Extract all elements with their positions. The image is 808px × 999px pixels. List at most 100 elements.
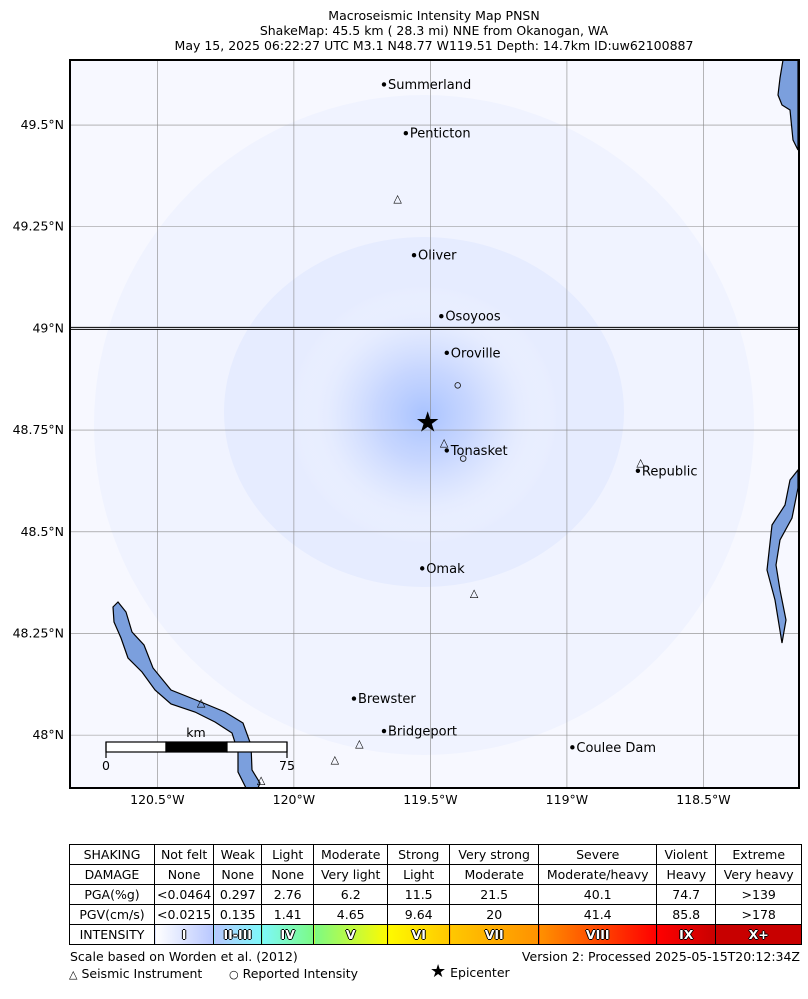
scale-bar-segment	[226, 741, 288, 753]
intensity-color-cell: VI	[387, 924, 451, 945]
intensity-color-cell: V	[313, 924, 389, 945]
legend-seismic-instrument: △ Seismic Instrument	[69, 966, 202, 981]
legend-row-header: PGV(cm/s)	[69, 904, 155, 925]
legend-cell: Very heavy	[715, 864, 803, 885]
map-subtitle-event: May 15, 2025 06:22:27 UTC M3.1 N48.77 W1…	[174, 38, 694, 53]
city-label: Republic	[642, 464, 698, 479]
scale-bar-segment	[105, 741, 167, 753]
circle-icon: ○	[229, 968, 239, 981]
intensity-color-cell: X+	[715, 924, 803, 945]
legend-row-header: DAMAGE	[69, 864, 155, 885]
map-title: Macroseismic Intensity Map PNSN	[328, 8, 540, 23]
map-subtitle-location: ShakeMap: 45.5 km ( 28.3 mi) NNE from Ok…	[259, 23, 609, 38]
legend-reported-intensity: ○ Reported Intensity	[229, 966, 358, 981]
legend-row-header: SHAKING	[69, 844, 155, 865]
latitude-tick-label: 48.75°N	[13, 422, 64, 437]
legend-cell: Violent	[656, 844, 717, 865]
longitude-tick-label: 119°W	[546, 792, 588, 807]
legend-cell: 74.7	[656, 884, 717, 905]
latitude-tick-label: 48°N	[32, 727, 64, 742]
legend-cell: 85.8	[656, 904, 717, 925]
legend-epicenter: ★ Epicenter	[430, 963, 510, 981]
legend-cell: >178	[715, 904, 803, 925]
legend-cell: 2.76	[261, 884, 315, 905]
legend-cell: Moderate	[313, 844, 389, 865]
legend-reported-intensity-label: Reported Intensity	[242, 966, 359, 981]
intensity-inner-zone	[289, 285, 559, 545]
legend-row-header: INTENSITY	[69, 924, 155, 945]
legend-cell: None	[261, 864, 315, 885]
intensity-color-cell: I	[153, 924, 215, 945]
columbia-river-west-water	[112, 601, 261, 788]
legend-row: DAMAGE None None None Very light Light Moderat…	[69, 864, 803, 885]
city-label: Tonasket	[450, 444, 508, 459]
seismic-station-triangle-icon: △	[197, 696, 206, 709]
intensity-map: △ △ △ △ △ △ △ △ Summerland Penticton Oliver Osoyoo…	[13, 59, 800, 807]
legend-cell: >139	[715, 884, 803, 905]
scale-bar-unit: km	[186, 725, 205, 740]
legend-cell: Not felt	[153, 844, 215, 865]
seismic-station-triangle-icon: △	[636, 456, 645, 469]
city-dot	[351, 696, 357, 701]
city-label: Bridgeport	[388, 725, 457, 740]
triangle-icon: △	[69, 968, 78, 981]
scale-bar-segment	[165, 741, 228, 753]
city-label: Coulee Dam	[576, 741, 656, 756]
legend-cell: None	[213, 864, 263, 885]
legend-row: SHAKING Not felt Weak Light Moderate Strong Ve…	[69, 844, 803, 865]
city-dot	[381, 82, 387, 87]
legend-cell: 21.5	[449, 884, 540, 905]
legend-cell: Heavy	[656, 864, 717, 885]
legend-cell: 11.5	[387, 884, 451, 905]
legend-row: PGV(cm/s) <0.0215 0.135 1.41 4.65 9.64 20 41.4 8…	[69, 904, 803, 925]
seismic-station-triangle-icon: △	[393, 192, 402, 205]
longitude-tick-label: 120°W	[273, 792, 315, 807]
city-dot	[635, 468, 641, 473]
reported-intensity-circle-icon	[459, 455, 467, 462]
legend-cell: 9.64	[387, 904, 451, 925]
legend-cell: Extreme	[715, 844, 803, 865]
seismic-station-triangle-icon: △	[331, 753, 340, 766]
legend-cell: None	[153, 864, 215, 885]
legend-cell: Weak	[213, 844, 263, 865]
legend-cell: 6.2	[313, 884, 389, 905]
legend-intensity-row: INTENSITY I II-III IV V VI VII VIII IX X+	[69, 924, 803, 945]
star-icon: ★	[430, 961, 447, 982]
intensity-color-cell: IV	[261, 924, 315, 945]
legend-cell: Very strong	[449, 844, 540, 865]
latitude-tick-label: 48.25°N	[13, 625, 64, 640]
city-label: Summerland	[388, 78, 471, 93]
longitude-tick-label: 120.5°W	[130, 792, 184, 807]
seismic-station-triangle-icon: △	[440, 436, 449, 449]
seismic-stations: △ △ △ △ △ △ △ △	[197, 192, 646, 787]
latitude-tick-label: 49.5°N	[21, 117, 64, 132]
legend-epicenter-label: Epicenter	[450, 965, 510, 980]
intensity-color-cell: VIII	[538, 924, 658, 945]
seismic-station-triangle-icon: △	[257, 773, 266, 786]
city-dot	[403, 131, 409, 136]
columbia-river-east-water	[766, 468, 799, 644]
legend-row-header: PGA(%g)	[69, 884, 155, 905]
city-dot	[381, 728, 387, 734]
map-frame	[69, 59, 800, 789]
legend-seismic-instrument-label: Seismic Instrument	[81, 966, 203, 981]
city-labels: Summerland Penticton Oliver Osoyoos Oroville…	[351, 78, 698, 756]
legend-cell: 4.65	[313, 904, 389, 925]
legend-cell: 0.297	[213, 884, 263, 905]
city-label: Oliver	[418, 249, 457, 264]
legend-cell: Light	[261, 844, 315, 865]
epicenter-star-icon: ★	[415, 405, 440, 438]
intensity-legend-table: SHAKING Not felt Weak Light Moderate Strong Ve…	[69, 844, 803, 945]
legend-cell: Very light	[313, 864, 389, 885]
intensity-color-cell: II-III	[213, 924, 263, 945]
legend-cell: Moderate	[449, 864, 540, 885]
city-label: Oroville	[451, 346, 501, 361]
city-dot	[570, 745, 575, 750]
longitude-tick-label: 118.5°W	[676, 792, 730, 807]
axis-tick-labels: 120.5°W 120°W 119.5°W 119°W 118.5°W 49.5°N 49.…	[13, 117, 731, 807]
legend-cell: 41.4	[538, 904, 658, 925]
city-dot	[444, 448, 449, 453]
legend-cell: 0.135	[213, 904, 263, 925]
scale-note: Scale based on Worden et al. (2012)	[70, 949, 298, 964]
intensity-color-cell: VII	[449, 924, 540, 945]
